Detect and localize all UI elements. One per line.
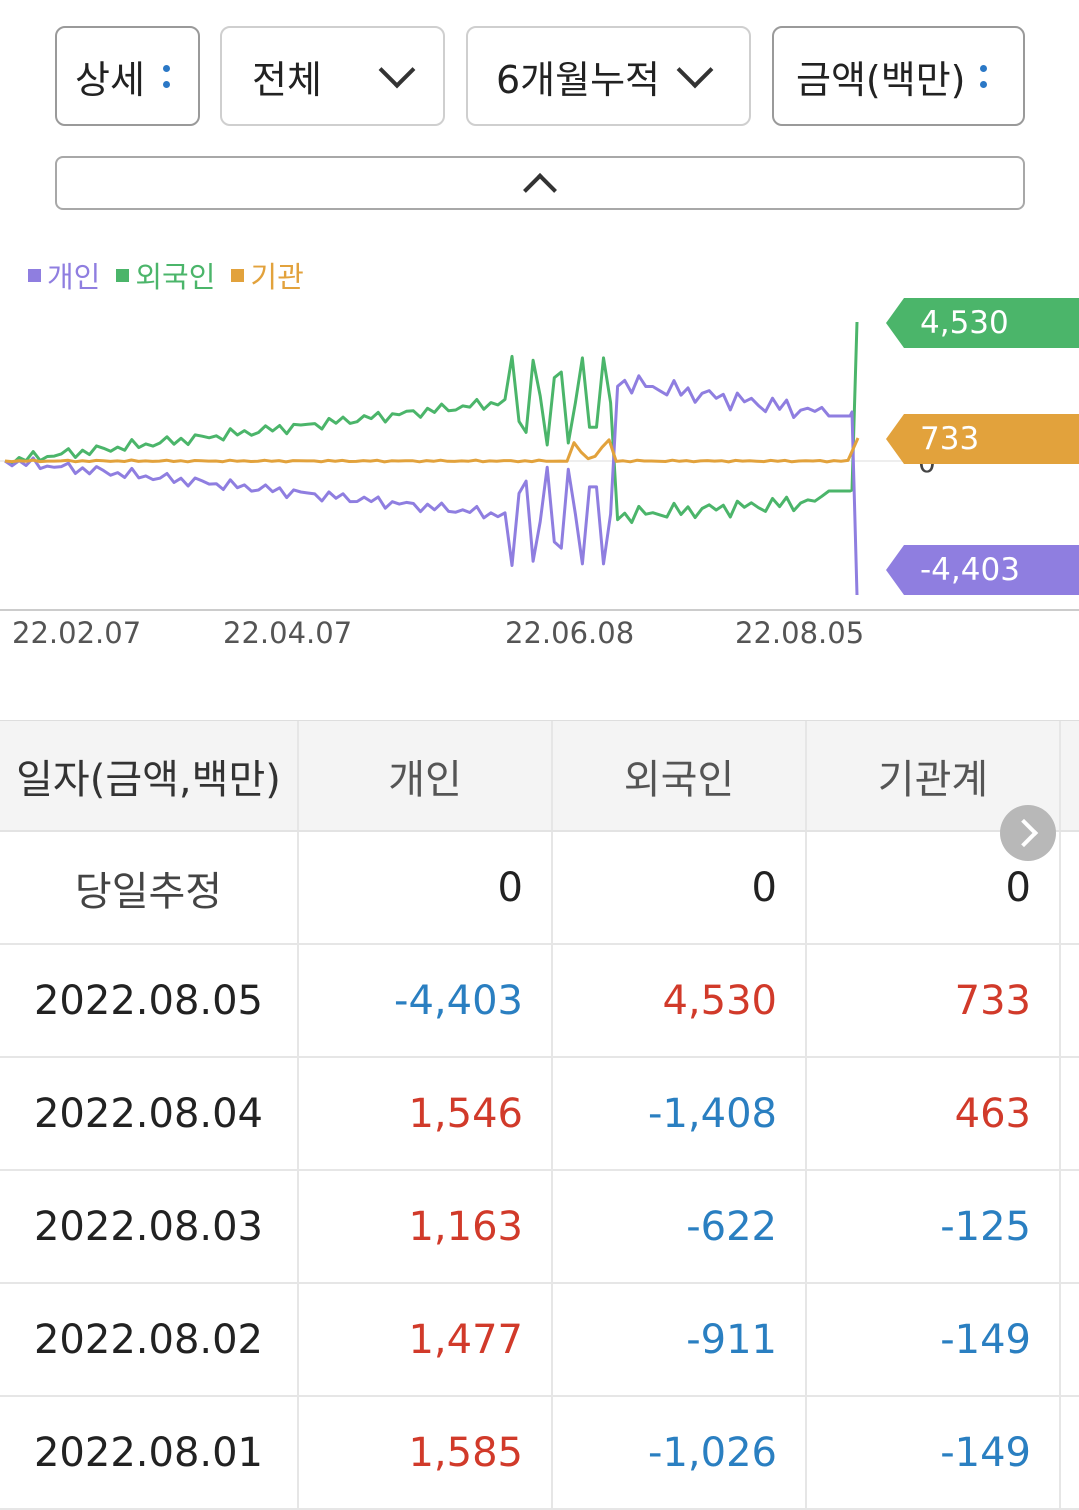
row-spacer [1061,1058,1079,1169]
x-tick-label: 22.02.07 [12,616,142,650]
foreign-cell: 4,530 [553,945,807,1056]
chevron-down-icon [378,51,416,89]
legend-swatch-icon [231,268,245,282]
chevron-up-icon [523,173,557,207]
detail-dropdown[interactable]: 상세 [55,26,200,126]
scope-dropdown-label: 전체 [252,57,322,102]
value-tag-text: -4,403 [920,552,1020,588]
header-date: 일자(금액,백만) [0,721,299,830]
series-line-foreign [4,321,859,524]
header-individual: 개인 [299,721,553,830]
header-institution: 기관계 [807,721,1061,830]
legend-label: 외국인 [135,260,216,294]
date-cell: 2022.08.05 [0,945,299,1056]
value-tag-text: 4,530 [920,305,1009,341]
legend-label: 기관 [250,260,304,294]
period-dropdown-label: 6개월누적 [496,57,661,102]
institution-cell: -149 [807,1284,1061,1395]
table-header-row: 일자(금액,백만) 개인 외국인 기관계 [0,720,1079,832]
table-row: 2022.08.04 1,546 -1,408 463 [0,1058,1079,1171]
date-cell: 2022.08.03 [0,1171,299,1282]
individual-cell: 1,477 [299,1284,553,1395]
scroll-right-button[interactable] [1000,805,1056,861]
value-tag-text: 733 [920,421,980,457]
x-tick-label: 22.04.07 [223,616,353,650]
table-body: 당일추정 0 0 0 2022.08.05 -4,403 4,530 733 2022.08.0… [0,832,1079,1510]
legend-label: 개인 [47,260,101,294]
x-tick-label: 22.06.08 [505,616,635,650]
institution-cell: 463 [807,1058,1061,1169]
table-row: 2022.08.05 -4,403 4,530 733 [0,945,1079,1058]
individual-cell: -4,403 [299,945,553,1056]
chevron-down-icon [676,51,714,89]
institution-cell: 0 [807,832,1061,943]
institution-cell: 733 [807,945,1061,1056]
legend-swatch-icon [28,268,41,282]
value-tag-individual: -4,403 [886,545,1079,595]
foreign-cell: -1,026 [553,1397,807,1508]
header-spacer [1061,721,1079,830]
institution-cell: -149 [807,1397,1061,1508]
individual-cell: 1,546 [299,1058,553,1169]
individual-cell: 0 [299,832,553,943]
legend-item-individual: 개인 [28,254,100,296]
period-dropdown[interactable]: 6개월누적 [466,26,751,126]
institution-cell: -125 [807,1171,1061,1282]
row-spacer [1061,1397,1079,1508]
detail-dropdown-label: 상세 [75,57,145,102]
value-tag-foreign: 4,530 [886,298,1079,348]
foreign-cell: -911 [553,1284,807,1395]
table-row: 2022.08.01 1,585 -1,026 -149 [0,1397,1079,1510]
legend-swatch-icon [116,268,130,282]
series-line-institution [4,437,860,464]
chevron-right-icon [1009,818,1039,848]
unit-dropdown[interactable]: 금액(백만) [772,26,1025,126]
foreign-cell: 0 [553,832,807,943]
row-spacer [1061,945,1079,1056]
date-cell: 2022.08.04 [0,1058,299,1169]
date-cell: 당일추정 [0,832,299,943]
collapse-toggle-button[interactable] [55,156,1025,210]
value-tag-institution: 733 [886,414,1079,464]
kebab-icon [162,64,170,88]
date-cell: 2022.08.01 [0,1397,299,1508]
row-spacer [1061,832,1079,943]
table-row: 2022.08.02 1,477 -911 -149 [0,1284,1079,1397]
scope-dropdown[interactable]: 전체 [220,26,445,126]
date-cell: 2022.08.02 [0,1284,299,1395]
kebab-icon [979,64,987,88]
chart-legend: 개인 외국인 기관 [28,254,304,296]
header-foreign: 외국인 [553,721,807,830]
unit-dropdown-label: 금액(백만) [796,57,966,102]
table-row: 당일추정 0 0 0 [0,832,1079,945]
cumulative-net-buy-chart: 0 [0,321,1079,611]
series-line-individual [4,374,859,596]
legend-item-institution: 기관 [231,254,304,296]
foreign-cell: -1,408 [553,1058,807,1169]
table-row: 2022.08.03 1,163 -622 -125 [0,1171,1079,1284]
legend-item-foreign: 외국인 [116,254,215,296]
individual-cell: 1,163 [299,1171,553,1282]
row-spacer [1061,1171,1079,1282]
investor-trading-table: 일자(금액,백만) 개인 외국인 기관계 당일추정 0 0 0 2022.08.05 -4… [0,720,1079,1510]
row-spacer [1061,1284,1079,1395]
x-tick-label: 22.08.05 [735,616,865,650]
foreign-cell: -622 [553,1171,807,1282]
individual-cell: 1,585 [299,1397,553,1508]
